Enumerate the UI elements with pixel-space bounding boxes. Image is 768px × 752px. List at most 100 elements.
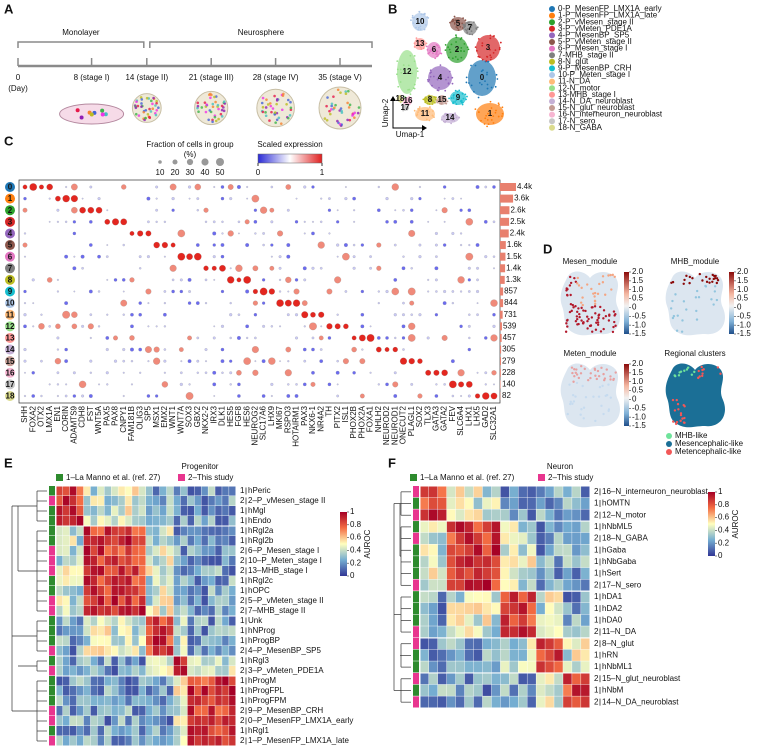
row-name: hProgBP	[248, 636, 280, 645]
umap-cell	[486, 73, 488, 76]
heatmap-cell	[545, 567, 554, 580]
heatmap-cell	[464, 626, 474, 638]
heatmap-cell	[187, 656, 195, 666]
expression-dot	[130, 312, 134, 317]
umap-cell	[463, 50, 466, 53]
umap-cell	[402, 109, 405, 112]
umap-cell	[400, 71, 403, 74]
heatmap-cell	[482, 556, 492, 568]
expression-dot	[343, 243, 348, 247]
expression-dot	[187, 359, 192, 364]
expression-dot	[279, 360, 281, 362]
module-colorbar	[729, 272, 734, 334]
heatmap-cell	[208, 676, 215, 686]
heatmap-cell	[118, 636, 125, 646]
module-cell	[612, 325, 615, 329]
heatmap-cell	[455, 684, 465, 696]
expression-dot	[163, 220, 166, 223]
expression-dot	[441, 335, 448, 341]
heatmap-cell	[132, 706, 139, 716]
umap-cluster-label: 9	[456, 93, 461, 102]
umap-cell	[419, 28, 422, 31]
expression-dot	[220, 243, 225, 247]
heatmap-cell	[83, 526, 91, 536]
heatmap-cell	[455, 637, 465, 650]
auroc-colorbar-label: 0	[350, 571, 355, 580]
umap-cluster-region	[397, 50, 417, 94]
module-cell	[600, 404, 603, 408]
module-cell	[594, 312, 597, 315]
expression-dot	[244, 219, 250, 225]
heatmap-cell	[222, 656, 229, 666]
expression-dot	[147, 360, 150, 363]
heatmap-cell	[509, 532, 519, 545]
heatmap-cell	[455, 497, 465, 509]
row-name: 5–P_vMeten_stage II	[248, 596, 324, 605]
umap-cell	[438, 98, 441, 101]
umap-cell	[455, 99, 458, 102]
heatmap-cell	[572, 661, 581, 673]
umap-cell	[495, 109, 497, 112]
heatmap-cell	[473, 661, 483, 673]
heatmap-cell	[572, 696, 581, 708]
heatmap-cell	[491, 509, 501, 521]
heatmap-cell	[500, 579, 510, 591]
heatmap-cell	[69, 726, 77, 736]
heatmap-cell	[208, 726, 215, 736]
heatmap-cell	[159, 576, 167, 586]
heatmap-cell	[518, 672, 527, 685]
gene-label: PLAGL1	[407, 405, 416, 436]
expression-dot	[194, 252, 202, 261]
heatmap-cell	[125, 686, 132, 696]
heatmap-cell	[125, 646, 132, 656]
umap-cell	[449, 21, 451, 24]
umap-cell	[448, 70, 451, 73]
expression-dot	[253, 313, 258, 317]
row-name: hNProg	[248, 626, 275, 635]
row-name: 2–P_vMesen_stage II	[248, 496, 325, 505]
heatmap-cell	[527, 497, 536, 509]
row-name: 9–P_MesenBP_CRH	[248, 706, 323, 715]
heatmap-cell	[536, 497, 545, 509]
heatmap-cell	[446, 579, 456, 591]
umap-cell	[487, 112, 489, 115]
expression-dot	[78, 380, 87, 389]
heatmap-cell	[482, 509, 492, 521]
module-cell	[710, 298, 713, 301]
heatmap-cell	[166, 566, 174, 576]
heatmap-cell	[428, 486, 438, 498]
module-cell	[669, 307, 673, 310]
expression-dot	[318, 311, 325, 318]
heatmap-cell	[132, 686, 139, 696]
heatmap-cell	[97, 636, 105, 646]
expression-dot	[451, 290, 455, 293]
sphere-cell	[340, 109, 343, 113]
expression-dot	[87, 207, 95, 214]
expression-dot	[64, 394, 68, 398]
umap-cluster-label: 3	[486, 43, 491, 52]
heatmap-cell	[111, 626, 118, 636]
umap-cell	[423, 28, 426, 31]
sphere-cell	[207, 118, 210, 122]
heatmap-cell	[229, 486, 236, 496]
gene-label: NR4A2	[316, 405, 325, 431]
heatmap-cell	[152, 706, 160, 716]
heatmap-cell	[222, 506, 229, 516]
cluster-badge-label: 8	[8, 275, 13, 284]
expression-dot	[64, 301, 69, 305]
heatmap-cell	[97, 686, 105, 696]
heatmap-cell	[446, 626, 456, 638]
module-cell	[597, 374, 601, 378]
expression-dot	[385, 382, 389, 387]
heatmap-cell	[222, 566, 229, 576]
row-name: hOMTN	[602, 499, 630, 508]
heatmap-cell	[215, 486, 222, 496]
umap-cell	[467, 24, 470, 27]
heatmap-cell	[428, 602, 438, 615]
expression-dot	[105, 348, 109, 352]
expression-dot	[427, 220, 430, 223]
sphere-cell	[149, 99, 153, 103]
umap-cluster-label: 16	[404, 96, 413, 105]
sphere-cell	[214, 100, 217, 104]
expression-dot	[220, 289, 225, 294]
